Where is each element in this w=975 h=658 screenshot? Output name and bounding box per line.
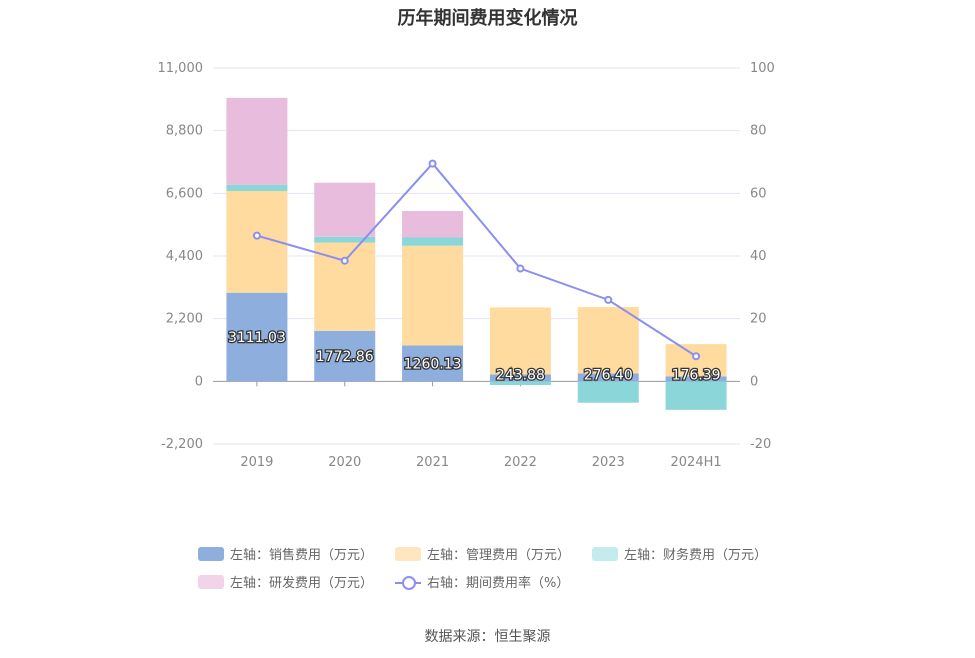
sales-bar — [226, 292, 288, 382]
expense-ratio-point — [692, 352, 701, 361]
legend-swatch-sales — [198, 546, 224, 561]
legend-label-admin: 左轴：管理费用（万元） — [427, 548, 571, 563]
left-axis-tick-label: -2,200 — [161, 437, 203, 452]
right-axis-tick-label: 0 — [750, 374, 758, 389]
admin-bar — [402, 245, 464, 346]
legend-label-sales: 左轴：销售费用（万元） — [230, 548, 374, 563]
legend-item-sales[interactable]: 左轴：销售费用（万元） — [198, 544, 373, 563]
legend-swatch-finance — [592, 546, 618, 561]
finance-bar — [577, 381, 639, 403]
sales-bar — [577, 373, 639, 382]
finance-bar — [226, 184, 288, 192]
legend-swatch-rd — [198, 574, 224, 589]
expense-ratio-line — [256, 162, 697, 358]
sales-bar — [665, 376, 727, 382]
chart-title: 历年期间费用变化情况 — [397, 8, 578, 29]
x-axis-tick-label: 2022 — [504, 455, 537, 470]
x-axis-tick-label: 2023 — [592, 455, 625, 470]
expense-ratio-point — [252, 231, 261, 240]
admin-bar — [577, 307, 639, 374]
x-axis-tick-label: 2020 — [328, 455, 361, 470]
rd-bar — [314, 182, 376, 237]
left-axis-tick-label: 4,400 — [166, 249, 203, 264]
legend-label-ratio: 右轴：期间费用率（%） — [427, 576, 570, 591]
left-axis-tick-label: 11,000 — [158, 61, 204, 76]
sales-bar — [489, 374, 551, 382]
admin-bar — [314, 242, 376, 331]
sales-value-label: 243.88 — [496, 367, 545, 383]
x-axis-tick-label: 2024H1 — [671, 455, 722, 470]
data-source: 数据来源：恒生聚源 — [424, 629, 551, 645]
left-axis-tick-label: 0 — [195, 374, 203, 389]
left-axis-tick-label: 8,800 — [166, 124, 203, 139]
right-axis-tick-label: 100 — [750, 61, 775, 76]
legend-label-finance: 左轴：财务费用（万元） — [624, 548, 768, 563]
sales-value-label: 176.39 — [672, 367, 721, 383]
legend-item-admin[interactable]: 左轴：管理费用（万元） — [395, 544, 570, 563]
sales-value-label: 3111.03 — [228, 330, 286, 346]
expense-ratio-point — [340, 256, 349, 265]
legend-swatch-ratio — [395, 575, 421, 590]
legend-item-rd[interactable]: 左轴：研发费用（万元） — [198, 572, 373, 591]
finance-bar — [665, 381, 727, 410]
finance-bar — [402, 237, 464, 246]
right-axis-tick-label: 20 — [750, 312, 767, 327]
expense-ratio-point — [604, 295, 613, 304]
sales-bar — [402, 345, 464, 382]
legend-item-finance[interactable]: 左轴：财务费用（万元） — [592, 544, 767, 563]
right-axis-tick-label: 40 — [750, 249, 767, 264]
right-axis-tick-label: 60 — [750, 186, 767, 201]
x-axis-tick-label: 2019 — [240, 455, 273, 470]
finance-bar — [314, 236, 376, 243]
expense-ratio-point — [428, 159, 437, 168]
left-axis-tick-label: 2,200 — [166, 312, 203, 327]
rd-bar — [402, 210, 464, 238]
expense-ratio-point — [516, 264, 525, 273]
finance-bar — [489, 381, 551, 386]
sales-value-label: 1772.86 — [316, 349, 374, 365]
legend-swatch-admin — [395, 546, 421, 561]
right-axis-tick-label: -20 — [750, 437, 771, 452]
x-axis-tick-label: 2021 — [416, 455, 449, 470]
sales-bar — [314, 330, 376, 382]
right-axis-tick-label: 80 — [750, 124, 767, 139]
left-axis-tick-label: 6,600 — [166, 186, 203, 201]
legend-item-ratio[interactable]: 右轴：期间费用率（%） — [395, 572, 569, 591]
sales-value-label: 1260.13 — [404, 356, 462, 372]
sales-value-label: 276.40 — [584, 367, 633, 383]
rd-bar — [226, 97, 288, 185]
legend-label-rd: 左轴：研发费用（万元） — [230, 576, 374, 591]
admin-bar — [489, 307, 551, 375]
